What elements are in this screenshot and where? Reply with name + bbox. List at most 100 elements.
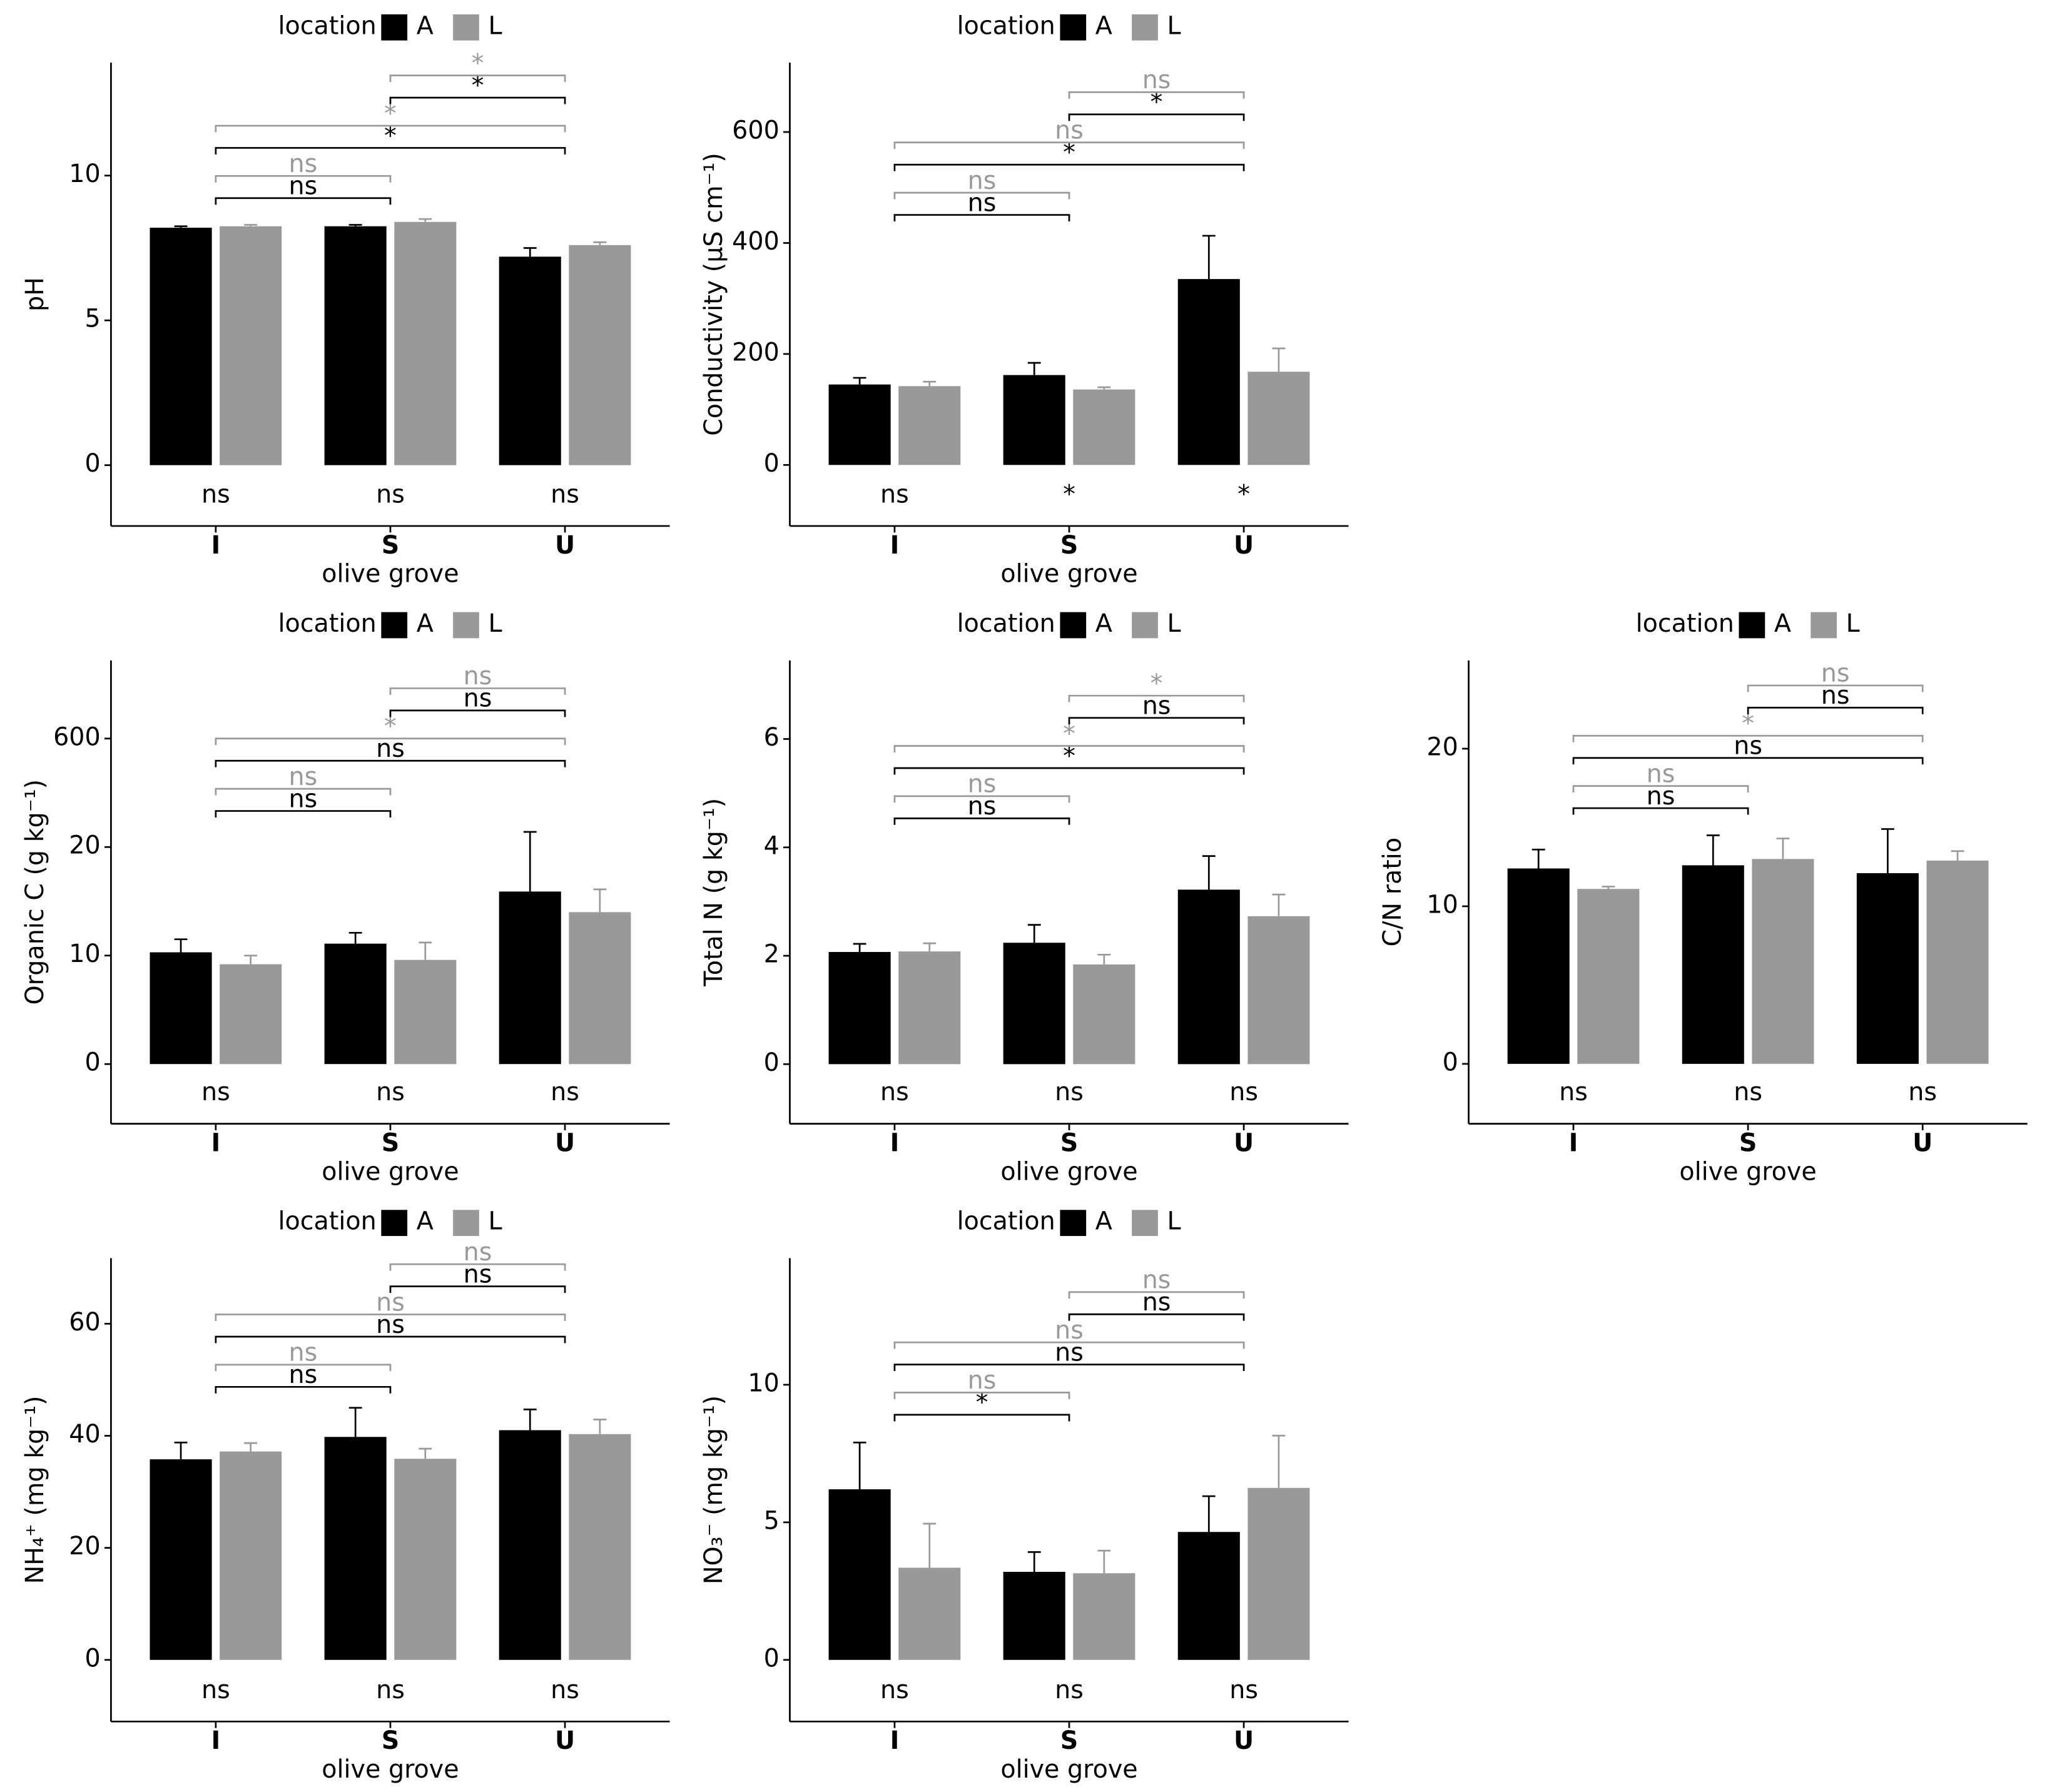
within-label: ns — [1908, 1078, 1937, 1106]
legend-title: location — [957, 1207, 1055, 1236]
within-label: ns — [201, 1676, 230, 1704]
error-bar — [923, 380, 937, 387]
within-label: ns — [1229, 1078, 1258, 1106]
within-label: ns — [1734, 1078, 1762, 1106]
x-tick-label: S — [1060, 1726, 1079, 1755]
bar — [499, 1430, 561, 1660]
error-bar — [1531, 848, 1545, 869]
bracket — [893, 767, 1245, 775]
x-axis-label: olive grove — [1000, 1755, 1137, 1784]
bracket — [389, 96, 566, 104]
error-bar — [1027, 924, 1041, 943]
x-tick-label: I — [211, 1726, 220, 1755]
within-label: ns — [880, 1078, 909, 1106]
bracket-label: ns — [1821, 659, 1850, 688]
bar — [828, 384, 891, 465]
bar — [394, 221, 457, 465]
bracket-label: ns — [968, 1366, 997, 1395]
bar — [898, 1567, 961, 1660]
x-tick-label: U — [555, 1129, 575, 1158]
error-bar — [1272, 1434, 1286, 1488]
bar — [1682, 865, 1744, 1064]
bracket — [215, 175, 392, 183]
legend-title: location — [278, 609, 377, 638]
within-label: ns — [880, 1676, 909, 1704]
bracket — [1068, 91, 1245, 99]
y-tick-label: 400 — [732, 227, 780, 256]
x-tick-label: S — [1739, 1129, 1757, 1158]
error-bar — [1027, 362, 1041, 375]
x-tick-label: S — [382, 531, 400, 560]
x-tick-label: I — [890, 531, 900, 560]
legend-title: location — [278, 11, 377, 40]
bracket-label: * — [1150, 669, 1163, 698]
bar — [220, 1451, 282, 1660]
bracket — [1572, 807, 1749, 815]
x-tick-label: I — [890, 1129, 900, 1158]
within-label: ns — [1229, 1676, 1258, 1704]
legend-swatch — [1132, 14, 1158, 41]
bar — [220, 964, 282, 1065]
within-label: ns — [201, 1078, 230, 1106]
x-axis-label: olive grove — [322, 560, 459, 589]
bar — [1073, 1573, 1135, 1660]
bracket — [893, 191, 1070, 200]
y-axis-label: Organic C (g kg⁻¹) — [21, 779, 49, 1005]
bracket — [893, 795, 1070, 803]
y-axis-label: Total N (g kg⁻¹) — [699, 798, 728, 987]
x-tick-label: I — [890, 1726, 900, 1755]
bracket — [1068, 1291, 1245, 1299]
error-bar — [853, 377, 866, 385]
bar — [324, 226, 387, 465]
bar — [898, 386, 961, 465]
bar — [898, 951, 961, 1065]
error-bar — [174, 1441, 188, 1460]
y-tick-label: 0 — [85, 1644, 101, 1673]
bar — [324, 1437, 387, 1660]
error-bar — [1097, 386, 1111, 390]
y-tick-label: 5 — [764, 1506, 780, 1535]
error-bar — [1097, 953, 1111, 964]
bracket-label: * — [1742, 709, 1754, 738]
error-bar — [348, 931, 362, 944]
y-axis-label: pH — [21, 277, 49, 311]
error-bar — [523, 831, 537, 892]
x-axis-label: olive grove — [1679, 1157, 1816, 1186]
bracket-label: ns — [968, 166, 997, 195]
bracket-label: ns — [289, 762, 318, 791]
x-tick-label: U — [1912, 1129, 1933, 1158]
bracket-label: * — [384, 712, 397, 741]
x-tick-label: S — [382, 1129, 400, 1158]
bracket — [1068, 694, 1245, 702]
error-bar — [419, 941, 432, 960]
bracket — [215, 737, 566, 746]
legend-label: A — [1095, 11, 1112, 40]
bar — [569, 912, 631, 1065]
bar — [1507, 868, 1570, 1064]
within-label: ns — [201, 480, 230, 509]
legend-label: A — [417, 1207, 434, 1236]
y-tick-label: 6 — [764, 723, 780, 752]
y-tick-label: 10 — [69, 159, 100, 188]
bracket-label: * — [472, 49, 484, 78]
bar — [394, 1459, 457, 1660]
bracket-label: * — [384, 121, 397, 150]
bracket-label: * — [472, 71, 484, 100]
bar — [1073, 964, 1135, 1065]
legend-swatch — [453, 14, 479, 41]
legend-title: location — [278, 1207, 377, 1236]
bracket-label: * — [976, 1389, 988, 1417]
error-bar — [244, 224, 258, 226]
legend-swatch — [1739, 612, 1765, 639]
bracket — [215, 1314, 566, 1321]
bar — [1073, 389, 1135, 465]
bar — [1926, 860, 1989, 1064]
bar — [394, 959, 457, 1065]
bar — [1003, 943, 1065, 1065]
bar — [569, 1434, 631, 1660]
x-tick-label: S — [382, 1726, 400, 1755]
legend-swatch — [1060, 14, 1087, 41]
bracket — [893, 817, 1070, 825]
bracket-label: * — [1063, 138, 1075, 167]
legend-title: location — [957, 11, 1055, 40]
